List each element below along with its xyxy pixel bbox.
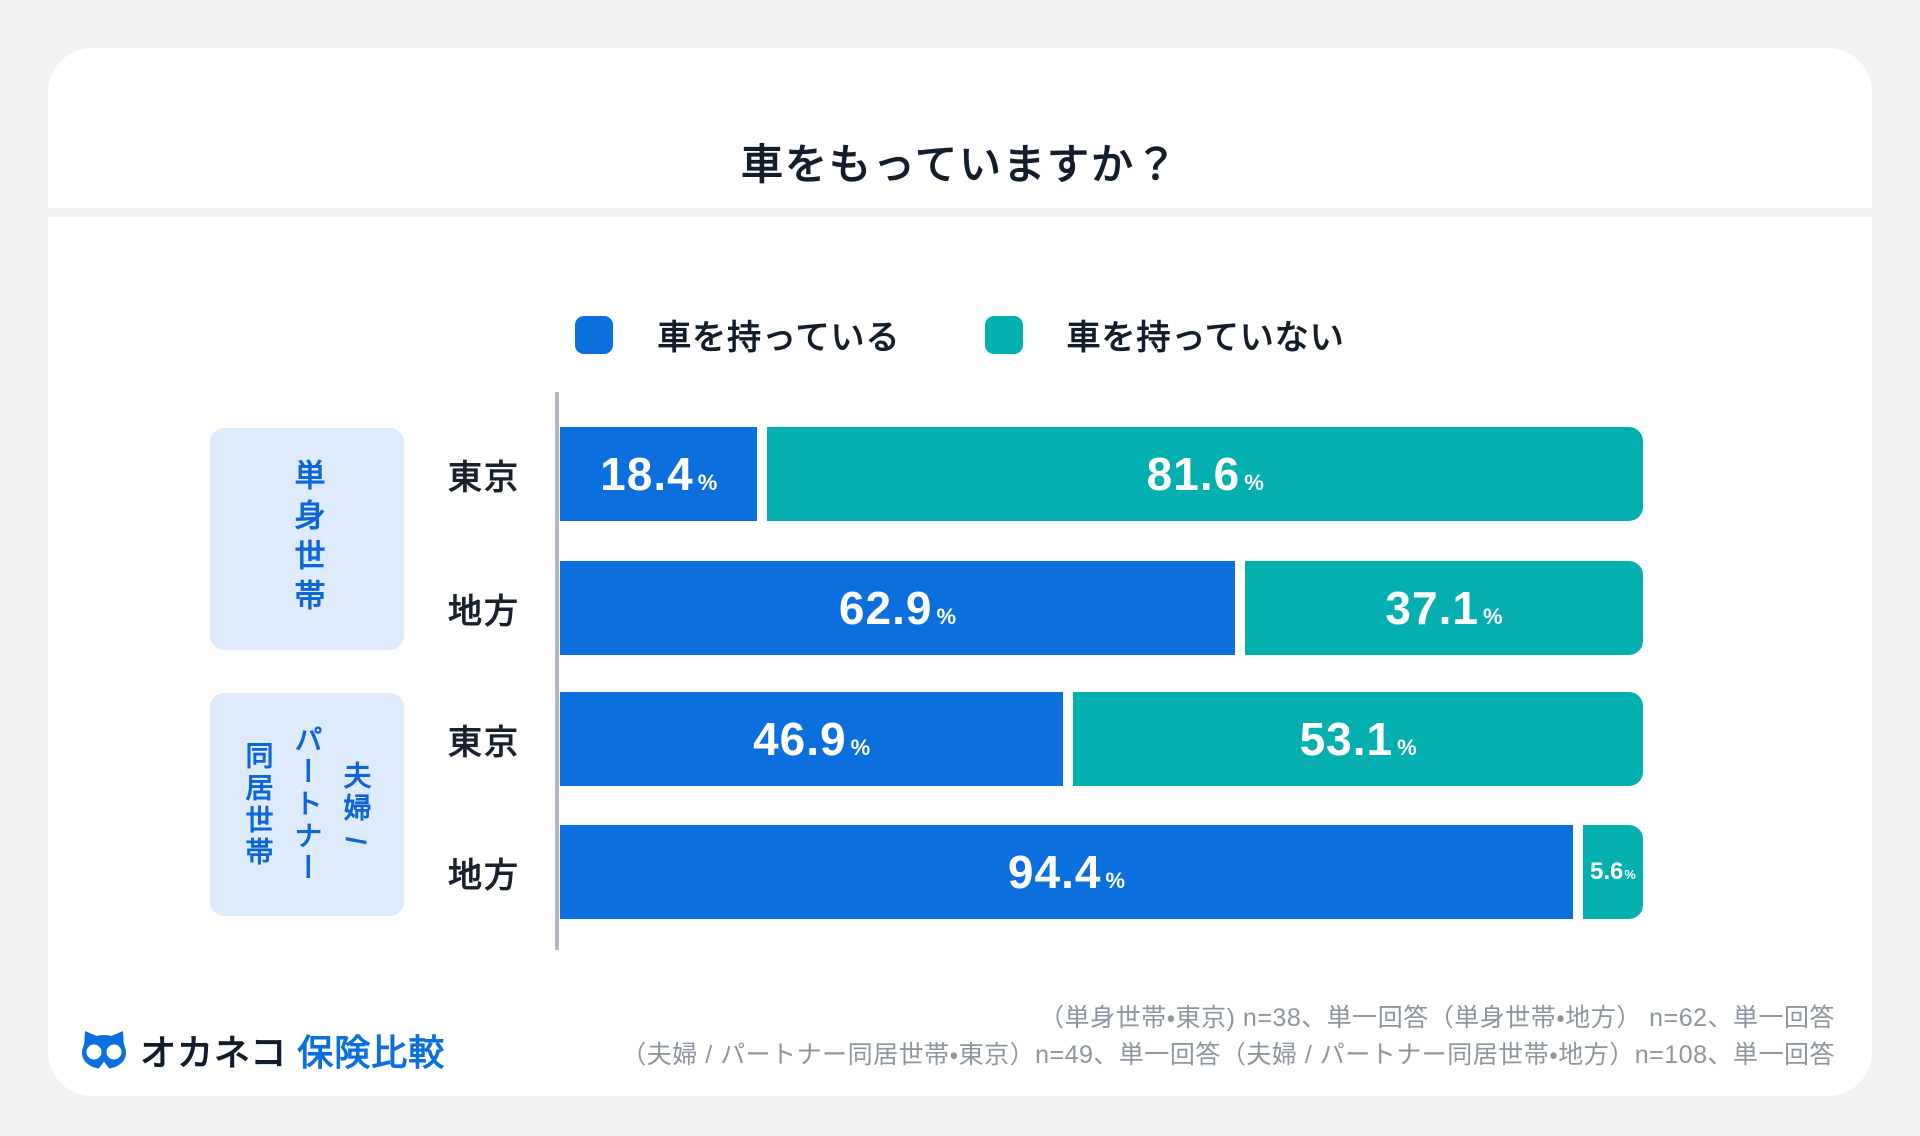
legend-label-own: 車を持っている xyxy=(657,319,901,357)
unit-label: % xyxy=(1244,470,1264,495)
sample-size-note: （単身世帯・東京) n=38、単一回答（単身世帯・地方） n=62、単一回答 （… xyxy=(621,1000,1835,1074)
row-label: 地方 xyxy=(448,856,520,895)
header-divider xyxy=(48,208,1872,217)
bar-segment-own: 18.4% xyxy=(560,427,758,521)
value-label: 62.9 xyxy=(838,582,933,634)
bar-segment-not-own: 37.1% xyxy=(1244,561,1643,655)
stacked-bar: 18.4% 81.6% xyxy=(560,427,1643,521)
unit-label: % xyxy=(1105,868,1125,893)
legend-label-not-own: 車を持っていない xyxy=(1066,319,1345,357)
legend-swatch-own xyxy=(575,315,614,354)
bar-row-couple-tokyo: 東京 46.9% 53.1% xyxy=(48,692,1872,786)
row-label: 地方 xyxy=(448,592,520,631)
value-label: 53.1 xyxy=(1299,713,1394,765)
stacked-bar: 94.4% 5.6% xyxy=(560,825,1643,919)
unit-label: % xyxy=(936,604,956,629)
value-label: 94.4 xyxy=(1007,846,1102,898)
sample-size-line-2: （夫婦 / パートナー同居世帯・東京）n=49、単一回答（夫婦 / パートナー同… xyxy=(621,1041,1835,1069)
row-label: 東京 xyxy=(448,723,520,762)
unit-label: % xyxy=(1482,604,1503,629)
legend: 車を持っている 車を持っていない xyxy=(48,310,1872,359)
logo-suffix-text: 保険比較 xyxy=(297,1032,446,1073)
stacked-bar: 62.9% 37.1% xyxy=(560,561,1643,655)
value-label: 46.9 xyxy=(753,713,847,765)
row-label: 東京 xyxy=(448,458,520,497)
legend-item-own: 車を持っている xyxy=(575,310,900,359)
y-axis-line xyxy=(555,392,559,950)
group-label-couple-household: 夫婦 / パートナー 同居世帯 xyxy=(242,724,372,885)
bar-segment-not-own: 81.6% xyxy=(767,427,1643,521)
bar-segment-own: 94.4% xyxy=(560,825,1573,919)
bar-segment-not-own: 5.6% xyxy=(1582,825,1643,919)
bar-row-single-tokyo: 東京 18.4% 81.6% xyxy=(48,427,1872,521)
unit-label: % xyxy=(697,470,718,495)
okaneko-cat-icon xyxy=(78,1029,130,1071)
stacked-bar: 46.9% 53.1% xyxy=(560,692,1643,786)
legend-swatch-not-own xyxy=(984,315,1023,354)
value-label: 37.1 xyxy=(1385,582,1479,634)
bar-segment-own: 46.9% xyxy=(560,692,1064,786)
okaneko-logo: オカネコ 保険比較 xyxy=(78,1029,445,1073)
value-label: 81.6 xyxy=(1146,448,1241,500)
bar-segment-own: 62.9% xyxy=(560,561,1235,655)
bar-segment-not-own: 53.1% xyxy=(1073,692,1643,786)
logo-brand-text: オカネコ xyxy=(140,1032,288,1073)
legend-item-not-own: 車を持っていない xyxy=(984,310,1345,359)
value-label: 18.4 xyxy=(600,448,694,500)
group-box-single-household: 単身世帯 xyxy=(210,428,404,650)
page-title: 車をもっていますか？ xyxy=(741,141,1179,189)
sample-size-line-1: （単身世帯・東京) n=38、単一回答（単身世帯・地方） n=62、単一回答 xyxy=(1039,1004,1835,1032)
group-box-couple-household: 夫婦 / パートナー 同居世帯 xyxy=(210,693,404,916)
bar-row-couple-regional: 地方 94.4% 5.6% xyxy=(48,825,1872,919)
group-label-single-household: 単身世帯 xyxy=(289,459,325,619)
unit-label: % xyxy=(1624,867,1636,882)
bar-row-single-regional: 地方 62.9% 37.1% xyxy=(48,561,1872,655)
unit-label: % xyxy=(850,735,871,760)
unit-label: % xyxy=(1397,735,1417,760)
chart-card: 車をもっていますか？ 車を持っている 車を持っていない 単身世帯 夫婦 / パー… xyxy=(48,48,1872,1096)
value-label: 5.6 xyxy=(1589,858,1624,885)
